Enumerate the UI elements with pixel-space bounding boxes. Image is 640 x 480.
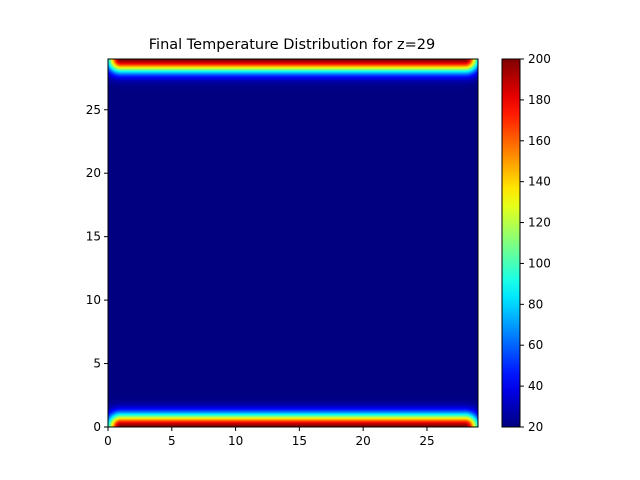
colorbar-tick-label: 80 xyxy=(528,297,543,311)
y-tick-label: 5 xyxy=(93,357,101,371)
colorbar-tick-label: 180 xyxy=(528,93,551,107)
colorbar-tick-label: 140 xyxy=(528,175,551,189)
colorbar-tick-label: 200 xyxy=(528,52,551,66)
colorbar-tick-label: 100 xyxy=(528,256,551,270)
colorbar-tick-label: 40 xyxy=(528,379,543,393)
chart-title: Final Temperature Distribution for z=29 xyxy=(149,37,435,53)
colorbar: 20 40 60 80 100 120 140 160 180 200 xyxy=(501,52,551,434)
y-axis: 0 5 10 15 20 25 xyxy=(86,103,108,434)
colorbar-fill xyxy=(501,58,521,428)
plot-area xyxy=(107,58,479,428)
x-axis: 0 5 10 15 20 25 xyxy=(104,427,435,448)
y-tick-label: 15 xyxy=(86,230,101,244)
colorbar-tick-label: 160 xyxy=(528,134,551,148)
colorbar-tick-label: 20 xyxy=(528,420,543,434)
y-tick-label: 0 xyxy=(93,420,101,434)
y-tick-label: 20 xyxy=(86,166,101,180)
x-tick-label: 5 xyxy=(168,434,176,448)
x-tick-label: 0 xyxy=(104,434,112,448)
y-tick-label: 25 xyxy=(86,103,101,117)
x-tick-label: 15 xyxy=(292,434,307,448)
x-tick-label: 20 xyxy=(356,434,371,448)
heatmap-image xyxy=(108,59,478,427)
colorbar-tick-label: 60 xyxy=(528,338,543,352)
y-tick-label: 10 xyxy=(86,293,101,307)
plot-frame xyxy=(107,58,479,428)
x-tick-label: 25 xyxy=(419,434,434,448)
x-tick-label: 10 xyxy=(228,434,243,448)
colorbar-tick-label: 120 xyxy=(528,216,551,230)
